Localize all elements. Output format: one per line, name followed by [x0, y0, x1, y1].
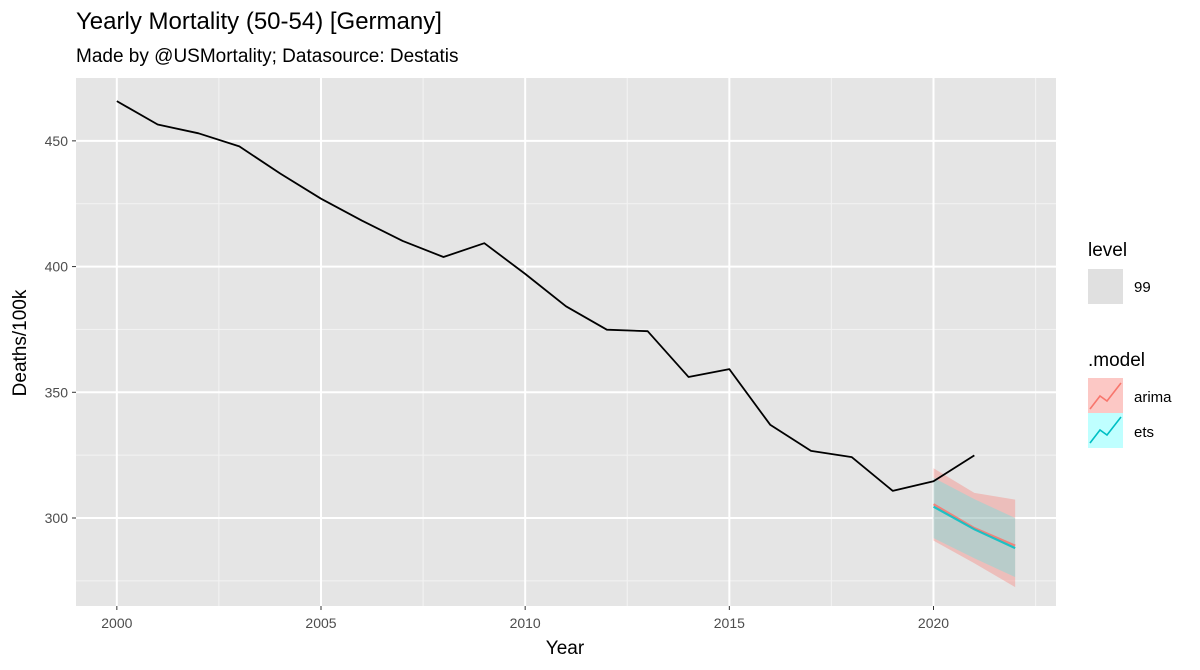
chart-title: Yearly Mortality (50-54) [Germany] — [76, 8, 442, 35]
legend-level-swatch — [1088, 269, 1123, 304]
x-tick-label: 2015 — [714, 615, 745, 631]
legend-model-title: .model — [1088, 350, 1145, 371]
forecast-line-ets — [932, 505, 1016, 550]
y-tick-label: 450 — [45, 133, 69, 149]
grid-major — [76, 78, 1056, 606]
grid-minor — [76, 78, 1056, 606]
y-axis: 300 350 400 450 — [45, 133, 76, 526]
x-tick-label: 2000 — [101, 615, 132, 631]
legend-level-label: 99 — [1134, 279, 1151, 296]
series-lines — [116, 100, 975, 492]
x-tick-label: 2020 — [918, 615, 949, 631]
y-axis-title: Deaths/100k — [10, 289, 31, 396]
x-axis-title: Year — [546, 638, 585, 659]
y-tick-label: 300 — [45, 510, 69, 526]
y-tick-label: 350 — [45, 384, 69, 400]
plot-panel — [76, 78, 1056, 606]
legend-level-title: level — [1088, 240, 1127, 261]
legend-ets-label: ets — [1134, 424, 1154, 441]
x-tick-label: 2005 — [305, 615, 336, 631]
legend-arima-label: arima — [1134, 389, 1172, 406]
title-block: Yearly Mortality (50-54) [Germany] Made … — [76, 8, 459, 67]
chart-subtitle: Made by @USMortality; Datasource: Destat… — [76, 46, 459, 67]
legend: level 99 .model arima ets — [1088, 240, 1172, 448]
x-tick-label: 2010 — [510, 615, 541, 631]
series-line — [116, 100, 975, 492]
legend-ets-line-icon — [1089, 416, 1122, 444]
legend-ets-swatch — [1088, 413, 1123, 448]
y-tick-label: 400 — [45, 259, 69, 275]
forecast-lines — [932, 503, 1016, 550]
legend-arima-swatch — [1088, 378, 1123, 413]
x-axis: 2000 2005 2010 2015 2020 — [101, 606, 949, 631]
legend-arima-line-icon — [1089, 382, 1122, 410]
